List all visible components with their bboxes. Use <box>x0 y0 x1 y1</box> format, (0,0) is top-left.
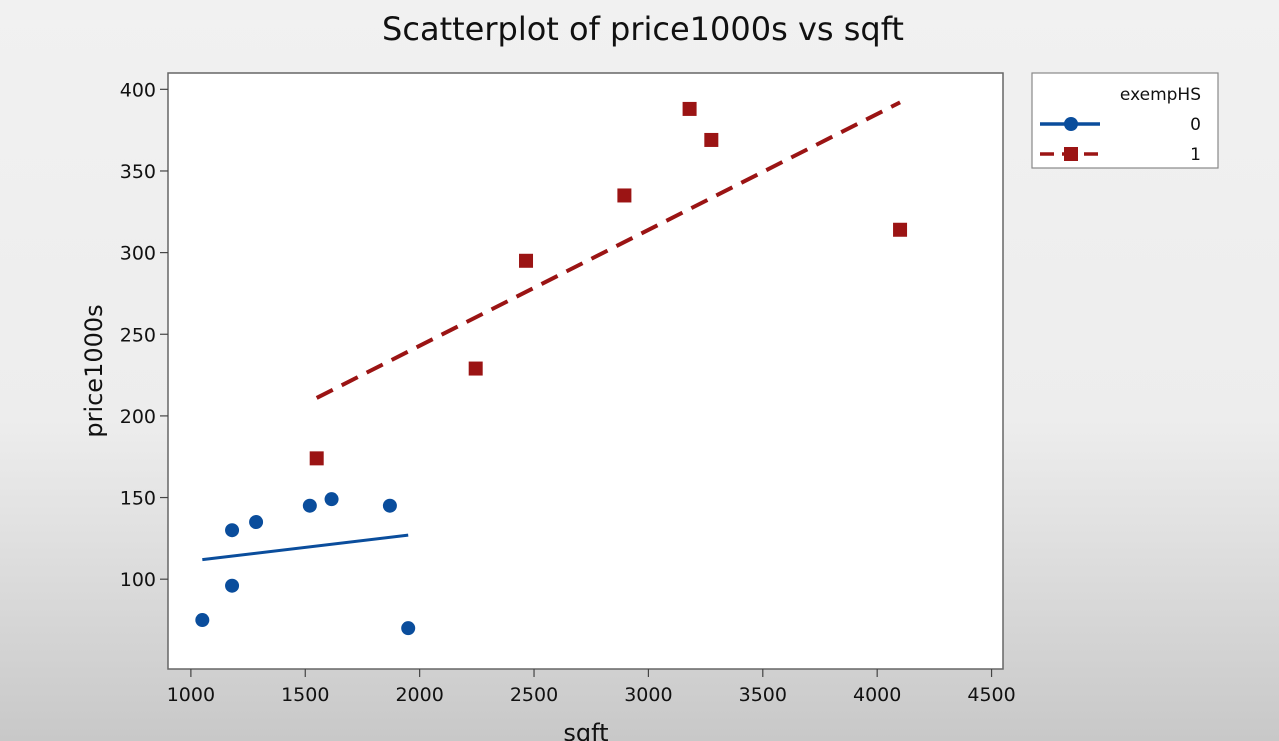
data-point-series-1 <box>468 361 483 376</box>
y-tick-label: 300 <box>120 243 156 265</box>
fit-line-series-0 <box>202 533 409 562</box>
data-point-series-0 <box>302 498 317 513</box>
y-tick-label: 150 <box>120 488 156 510</box>
x-tick-label: 3500 <box>739 684 787 706</box>
y-axis-title: price1000s <box>80 304 108 437</box>
y-axis: 100 150 200 250 300 350 400 <box>120 79 168 591</box>
x-tick-label: 2500 <box>510 684 558 706</box>
y-tick-label: 250 <box>120 324 156 346</box>
plot-area <box>167 72 1004 670</box>
x-tick-label: 1500 <box>281 684 329 706</box>
x-tick-label: 4000 <box>853 684 901 706</box>
legend-label-0: 0 <box>1190 115 1201 135</box>
data-point-series-0 <box>382 498 397 513</box>
data-point-series-0 <box>195 613 210 628</box>
legend-marker-0 <box>1064 117 1078 131</box>
y-tick-label: 200 <box>120 406 156 428</box>
data-point-series-1 <box>309 451 324 466</box>
x-tick-label: 2000 <box>395 684 443 706</box>
data-point-series-1 <box>682 101 697 116</box>
data-point-series-0 <box>324 492 339 507</box>
y-tick-label: 400 <box>120 79 156 101</box>
x-tick-label: 3000 <box>624 684 672 706</box>
legend-title: exempHS <box>1120 85 1201 105</box>
fit-lines <box>202 100 901 562</box>
data-point-series-0 <box>225 578 240 593</box>
x-axis-title: sqft <box>563 719 608 741</box>
x-tick-label: 4500 <box>967 684 1015 706</box>
legend-box <box>1031 72 1219 169</box>
chart-title: Scatterplot of price1000s vs sqft <box>382 10 904 48</box>
data-point-series-1 <box>617 188 632 203</box>
legend: exempHS 0 1 <box>1031 72 1219 169</box>
data-point-series-1 <box>519 253 534 268</box>
y-tick-label: 350 <box>120 161 156 183</box>
data-point-series-0 <box>249 515 264 530</box>
data-point-series-1 <box>893 222 908 237</box>
data-point-series-1 <box>704 132 719 147</box>
data-points <box>195 101 908 636</box>
x-tick-label: 1000 <box>167 684 215 706</box>
y-tick-label: 100 <box>120 569 156 591</box>
legend-label-1: 1 <box>1190 145 1201 165</box>
x-axis: 1000 1500 2000 2500 3000 3500 4000 4500 <box>167 669 1016 706</box>
legend-marker-1 <box>1064 147 1078 161</box>
data-point-series-0 <box>401 621 416 636</box>
fit-line-series-1 <box>315 100 901 400</box>
data-point-series-0 <box>225 523 240 538</box>
